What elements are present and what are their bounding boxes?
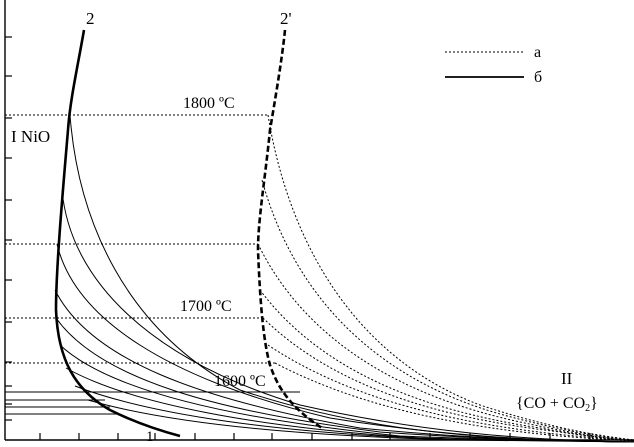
dashed-curve <box>274 362 634 442</box>
axes <box>4 0 634 441</box>
legend: а б <box>445 44 542 86</box>
solid-curve <box>56 243 634 443</box>
dashed-curve <box>261 179 634 441</box>
y-ticks <box>5 36 12 421</box>
region-ii-label: II <box>561 369 573 388</box>
dashed-curve <box>267 114 634 441</box>
region-nio-label: I NiO <box>11 127 50 146</box>
solid-curve-family <box>54 114 634 443</box>
solid-curve <box>54 289 634 443</box>
dashed-curve <box>262 317 634 442</box>
dashed-curve <box>257 243 634 442</box>
region-gas-end: } <box>590 395 598 412</box>
isotherm-1700-label: 1700 ºC <box>180 298 232 315</box>
isotherm-1600-label: 1600 ºC <box>214 373 266 390</box>
solid-curve <box>61 189 634 443</box>
isotherm-lines <box>5 114 275 364</box>
curve-2-label: 2 <box>86 9 95 28</box>
boundary-curve-2-prime <box>256 29 323 430</box>
legend-dashed-label: а <box>534 44 541 61</box>
region-gas-sub: 2 <box>585 403 590 414</box>
dashed-curve-family <box>257 114 634 442</box>
dashed-curve <box>259 289 634 442</box>
curve-2-prime-label: 2' <box>280 9 292 28</box>
x-tick-label: 1 <box>146 429 154 445</box>
solid-curve <box>87 399 634 443</box>
isotherm-1800-label: 1800 ºC <box>183 95 235 112</box>
boundary-curve-2 <box>54 29 181 438</box>
legend-solid-label: б <box>534 69 542 86</box>
region-gas-label: {CO + CO2} <box>516 395 598 414</box>
region-gas-main: {CO + CO <box>516 395 585 412</box>
